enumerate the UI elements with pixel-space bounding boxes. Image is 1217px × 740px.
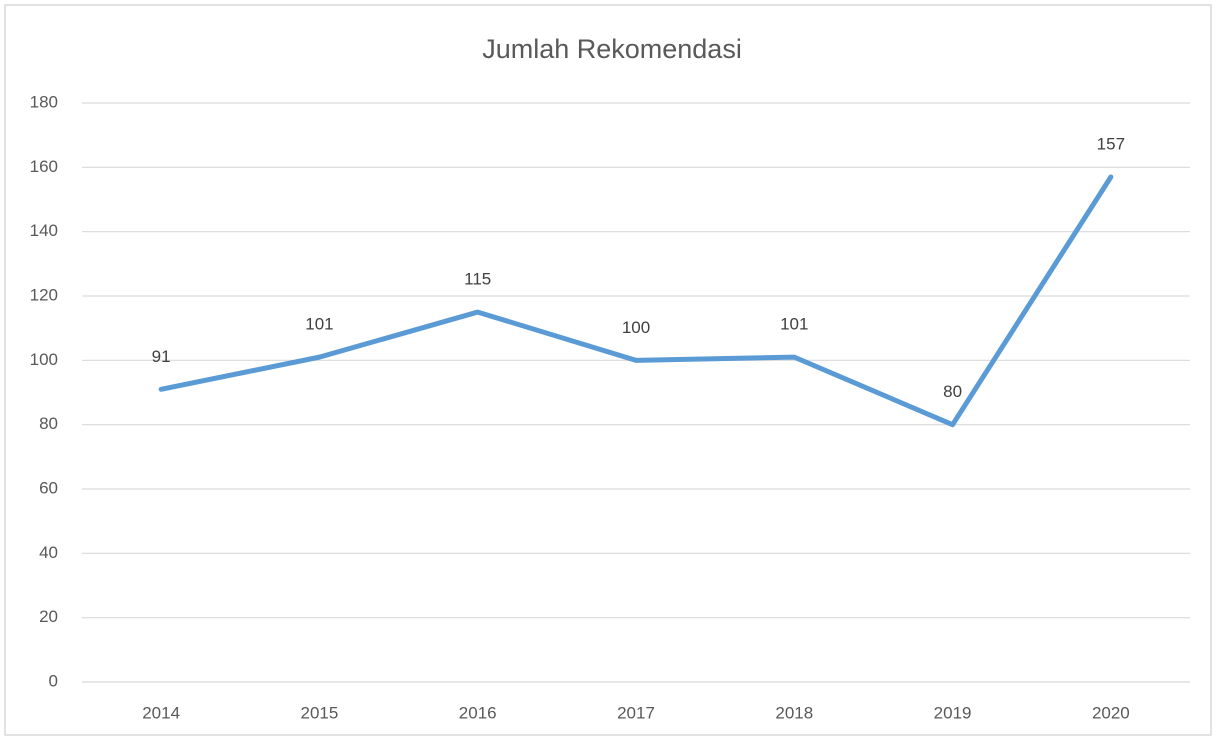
x-tick-label: 2019 xyxy=(934,703,972,722)
data-label: 101 xyxy=(305,315,333,334)
chart-title: Jumlah Rekomendasi xyxy=(482,34,742,64)
line xyxy=(158,174,1114,428)
data-label: 157 xyxy=(1097,134,1125,153)
data-label: 101 xyxy=(780,315,808,334)
x-tick-label: 2017 xyxy=(617,703,655,722)
data-label: 80 xyxy=(943,382,962,401)
y-tick-label: 20 xyxy=(39,607,58,626)
x-tick-label: 2014 xyxy=(142,703,180,722)
y-tick-label: 140 xyxy=(30,221,58,240)
y-tick-label: 100 xyxy=(30,350,58,369)
x-tick-label: 2020 xyxy=(1092,703,1130,722)
y-tick-label: 0 xyxy=(49,671,58,690)
data-label: 115 xyxy=(464,270,491,289)
y-tick-label: 160 xyxy=(30,157,58,176)
chart-border xyxy=(4,4,1212,736)
y-tick-label: 40 xyxy=(39,543,58,562)
x-tick-label: 2016 xyxy=(459,703,497,722)
y-tick-label: 120 xyxy=(30,285,58,304)
x-tick-label: 2015 xyxy=(301,703,339,722)
y-tick-label: 80 xyxy=(39,414,58,433)
data-label: 91 xyxy=(152,347,171,366)
y-tick-label: 180 xyxy=(30,92,58,111)
y-tick-label: 60 xyxy=(39,478,58,497)
data-label: 100 xyxy=(622,318,650,337)
x-tick-label: 2018 xyxy=(775,703,813,722)
